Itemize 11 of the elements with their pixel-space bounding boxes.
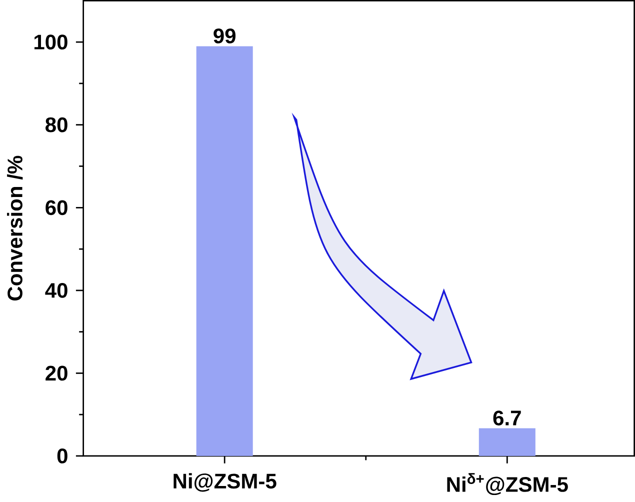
data-label: 99 xyxy=(214,28,236,44)
y-tick-label: 60 xyxy=(46,200,68,216)
y-tick-label: 80 xyxy=(46,117,68,132)
y-axis-title: Conversion /% xyxy=(7,156,23,300)
y-tick-label: 0 xyxy=(57,448,68,464)
y-tick-label: 40 xyxy=(45,282,68,298)
x-tick-label: Ni$^{δ+}$@ZSM-5 xyxy=(447,473,568,496)
y-tick-label: 20 xyxy=(46,366,68,381)
x-tick-label: Ni@ZSM-5 xyxy=(174,473,276,492)
data-label: 6.7 xyxy=(493,410,521,426)
y-tick-label: 100 xyxy=(34,34,68,50)
